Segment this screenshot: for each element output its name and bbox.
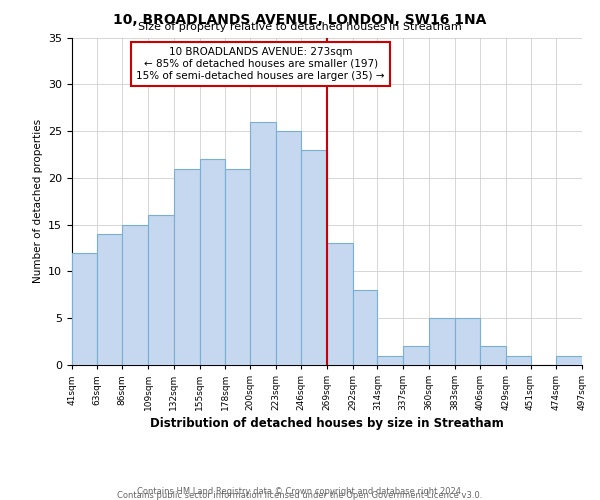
Bar [72, 252, 97, 365]
Bar [455, 318, 480, 365]
Bar [174, 168, 199, 365]
Text: Size of property relative to detached houses in Streatham: Size of property relative to detached ho… [138, 22, 462, 32]
Text: 10 BROADLANDS AVENUE: 273sqm
← 85% of detached houses are smaller (197)
15% of s: 10 BROADLANDS AVENUE: 273sqm ← 85% of de… [136, 48, 385, 80]
Bar [275, 131, 301, 365]
Bar [327, 244, 353, 365]
Bar [122, 224, 148, 365]
Bar [480, 346, 506, 365]
Bar [353, 290, 377, 365]
Bar [148, 216, 174, 365]
Text: Contains public sector information licensed under the Open Government Licence v3: Contains public sector information licen… [118, 491, 482, 500]
Bar [556, 356, 582, 365]
Bar [199, 159, 225, 365]
Bar [506, 356, 530, 365]
Text: Contains HM Land Registry data © Crown copyright and database right 2024.: Contains HM Land Registry data © Crown c… [137, 487, 463, 496]
Bar [250, 122, 275, 365]
Text: 10, BROADLANDS AVENUE, LONDON, SW16 1NA: 10, BROADLANDS AVENUE, LONDON, SW16 1NA [113, 12, 487, 26]
Bar [377, 356, 403, 365]
X-axis label: Distribution of detached houses by size in Streatham: Distribution of detached houses by size … [150, 418, 504, 430]
Bar [97, 234, 122, 365]
Y-axis label: Number of detached properties: Number of detached properties [32, 119, 43, 284]
Bar [429, 318, 455, 365]
Bar [225, 168, 250, 365]
Bar [403, 346, 429, 365]
Bar [301, 150, 327, 365]
